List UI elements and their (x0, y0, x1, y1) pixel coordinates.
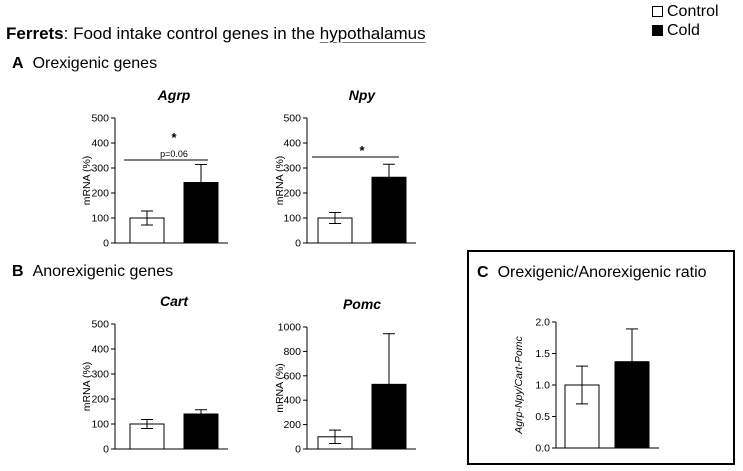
section-a-heading: A Orexigenic genes (12, 55, 157, 73)
section-a-label: Orexigenic genes (32, 55, 158, 72)
chart-title: Pomc (343, 296, 381, 312)
y-tick-label: 0.0 (535, 443, 550, 455)
bar-cold (371, 383, 407, 450)
y-tick-label: 2.0 (535, 317, 550, 329)
y-tick-label: 1.0 (535, 380, 550, 392)
y-tick-label: 1.5 (535, 348, 550, 360)
bar-cold (614, 361, 650, 449)
y-tick-label: 400 (283, 395, 301, 407)
y-tick-label: 0 (295, 444, 301, 456)
y-tick-label: 400 (283, 138, 301, 150)
section-a-letter: A (12, 55, 24, 72)
section-b-heading: B Anorexigenic genes (12, 263, 173, 281)
y-tick-label: 0 (103, 444, 109, 456)
y-tick-label: 500 (283, 113, 301, 125)
chart-npy: Npy 0 100 200 300 400 500 mRNA (%) * (274, 87, 416, 250)
chart-pomc: Pomc 0 200 400 600 800 1000 mRNA (%) (274, 296, 416, 456)
chart-agrp: Agrp 0 100 200 300 400 500 mRNA (%) * p=0.06 (81, 87, 228, 250)
section-c-heading: C Orexigenic/Anorexigenic ratio (477, 264, 707, 282)
panel-c-frame (467, 250, 735, 465)
section-c-letter: C (477, 264, 489, 281)
y-tick-label: 800 (283, 346, 301, 358)
y-axis-label: mRNA (%) (81, 156, 93, 206)
y-tick-label: 500 (91, 319, 109, 331)
legend-label-cold: Cold (667, 22, 700, 39)
y-tick-label: 100 (283, 213, 301, 225)
y-tick-label: 200 (283, 419, 301, 431)
y-tick-label: 200 (91, 188, 109, 200)
y-axis-label: Agrp-Npy/Cart-Pomc (513, 336, 525, 435)
y-tick-label: 500 (91, 113, 109, 125)
legend-item-cold: Cold (652, 21, 719, 40)
y-tick-label: 0.5 (535, 411, 550, 423)
legend-swatch-control (652, 6, 663, 18)
significance-star: * (171, 130, 177, 145)
y-tick-label: 600 (283, 370, 301, 382)
y-tick-label: 0 (295, 238, 301, 250)
significance-star: * (359, 143, 365, 158)
y-tick-label: 100 (91, 213, 109, 225)
title-text: : Food intake control genes in the (63, 24, 320, 43)
legend: Control Cold (652, 2, 719, 40)
y-tick-label: 200 (91, 394, 109, 406)
chart-ratio: 0.0 0.5 1.0 1.5 2.0 Agrp-Npy/Cart-Pomc (513, 317, 659, 455)
y-axis-label: mRNA (%) (274, 363, 286, 413)
legend-item-control: Control (652, 2, 719, 21)
y-tick-label: 300 (283, 163, 301, 175)
title-underlined-word: hypothalamus (319, 24, 426, 43)
y-tick-label: 300 (91, 163, 109, 175)
section-c-label: Orexigenic/Anorexigenic ratio (497, 264, 707, 281)
y-axis-label: mRNA (%) (274, 156, 286, 206)
y-tick-label: 1000 (278, 322, 302, 334)
chart-title: Npy (349, 87, 377, 103)
y-tick-label: 400 (91, 138, 109, 150)
title-species: Ferrets (6, 24, 64, 43)
y-tick-label: 400 (91, 344, 109, 356)
y-tick-label: 100 (91, 419, 109, 431)
y-tick-label: 200 (283, 188, 301, 200)
chart-cart: Cart 0 100 200 300 400 500 mRNA (%) (81, 293, 228, 456)
legend-label-control: Control (667, 3, 719, 20)
bar-cold (183, 182, 219, 244)
y-tick-label: 0 (103, 238, 109, 250)
y-tick-label: 300 (91, 369, 109, 381)
chart-title: Agrp (157, 87, 191, 103)
p-value-label: p=0.06 (160, 149, 188, 159)
chart-title: Cart (160, 293, 189, 309)
y-axis-label: mRNA (%) (81, 362, 93, 412)
bar-cold (183, 413, 219, 450)
section-b-letter: B (12, 263, 24, 280)
page-title: Ferrets: Food intake control genes in th… (6, 24, 426, 44)
section-b-label: Anorexigenic genes (32, 263, 174, 280)
legend-swatch-cold (652, 25, 663, 37)
bar-cold (371, 176, 407, 244)
